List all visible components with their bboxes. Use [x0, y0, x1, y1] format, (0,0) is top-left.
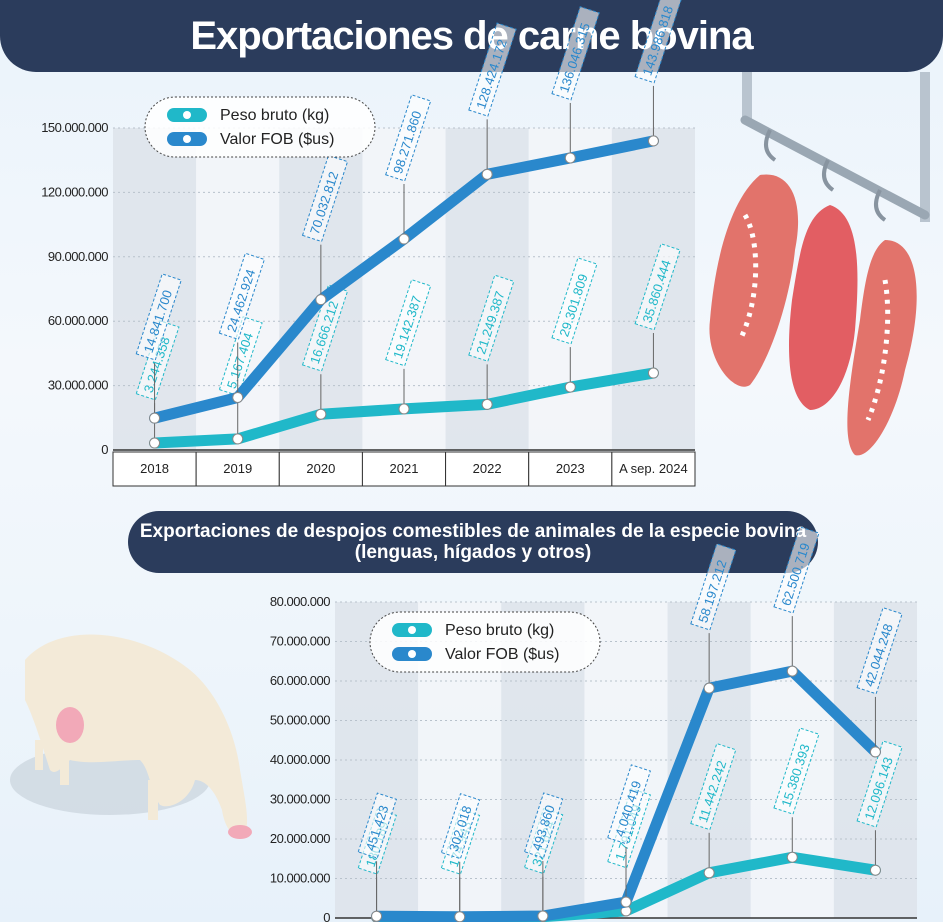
chart-2-point [620, 896, 632, 908]
chart-2-point [371, 910, 383, 922]
chart-2-data-label-box [856, 740, 903, 828]
chart-1-data-label-box [468, 22, 517, 117]
subtitle-banner: Exportaciones de despojos comestibles de… [128, 511, 818, 573]
chart-1-category-cell [528, 451, 613, 487]
chart-1-category-cell [195, 451, 280, 487]
chart-1-point [481, 168, 493, 180]
chart-2-y-tick-label: 80.000.000 [270, 594, 330, 609]
chart-1-legend-box [144, 96, 376, 158]
chart-1-category-cell [112, 451, 197, 487]
chart-1-category-cell [611, 451, 696, 487]
chart-1-point [149, 437, 161, 449]
chart-1-data-label-box [135, 320, 180, 401]
cow-illustration [10, 634, 252, 839]
chart-1-data-label-group: 136.046.315 [551, 6, 600, 101]
chart-1-y-tick-label: 150.000.000 [41, 120, 108, 135]
chart-1-category-label: 2022 [473, 461, 502, 476]
chart-1-point [315, 408, 327, 420]
chart-2-point [454, 911, 466, 922]
chart-1-point [647, 367, 659, 379]
chart-1-category-label: 2023 [556, 461, 585, 476]
chart-1-legend-label: Valor FOB ($us) [220, 131, 334, 148]
chart-2-point [703, 682, 715, 694]
chart-1-category-label: 2018 [140, 461, 169, 476]
chart-2-point [786, 665, 798, 677]
chart-2-data-label: 62.500.719 [778, 541, 812, 608]
chart-1-data-label-box [468, 274, 515, 362]
chart-2-data-label-box [523, 792, 564, 859]
chart-2-data-label-box [357, 792, 398, 859]
chart-1-data-label-box [551, 257, 598, 345]
chart-1-category-label: 2019 [223, 461, 252, 476]
chart-2-data-label-box [690, 742, 737, 831]
chart-2-data-label-box [773, 526, 820, 614]
chart-1-point [398, 233, 410, 245]
chart-1-y-tick-label: 120.000.000 [41, 184, 108, 199]
chart-1-point [647, 135, 659, 147]
chart-1-point [232, 391, 244, 403]
chart-2-y-tick-label: 70.000.000 [270, 634, 330, 649]
chart-2-legend-swatch-dot [408, 626, 416, 634]
chart-1-data-label-box [218, 316, 263, 397]
chart-2-y-tick-label: 30.000.000 [270, 792, 330, 807]
meat-hooks-illustration [709, 72, 930, 456]
chart-2-data-label-box [690, 543, 737, 631]
chart-1-y-tick-label: 60.000.000 [48, 313, 108, 328]
chart-1-point [564, 152, 576, 164]
chart-1-data-label-box [218, 252, 266, 340]
chart-2-point [537, 910, 549, 922]
chart-1-point [149, 412, 161, 424]
chart-1-data-label-box [301, 284, 349, 372]
chart-1-point [232, 433, 244, 445]
chart-2-point [786, 851, 798, 863]
chart-1-data-label-box [634, 0, 684, 84]
chart-1-point [315, 294, 327, 306]
chart-1-data-label-group: 143.986.818 [634, 0, 684, 84]
chart-2-point [869, 864, 881, 876]
chart-1-data-label-group: 128.424.172 [468, 22, 517, 117]
chart-2-title: Exportaciones de despojos comestibles de… [139, 521, 807, 563]
chart-2-data-label-group: 62.500.719 [773, 526, 820, 614]
chart-1-y-tick-label: 30.000.000 [48, 378, 108, 393]
chart-1-category-label: A sep. 2024 [619, 461, 688, 476]
chart-1-data-label-box [135, 273, 182, 361]
chart-2-data-label-box [607, 764, 652, 845]
chart-1-category-cell [445, 451, 530, 487]
chart-2-point [869, 746, 881, 758]
chart-2-data-label-box [440, 793, 481, 860]
chart-2-legend-box [369, 611, 601, 673]
chart-2-legend-swatch-dot [408, 650, 416, 658]
chart-2-legend-label: Peso bruto (kg) [445, 622, 554, 639]
chart-2-y-tick-label: 10.000.000 [270, 871, 330, 886]
chart-1-data-label-box [634, 243, 681, 331]
chart-2-point [703, 867, 715, 879]
chart-2-data-label-box [856, 607, 903, 695]
chart-2-y-tick-label: 40.000.000 [270, 752, 330, 767]
chart-1-data-label-box [385, 279, 432, 367]
chart-1-legend-swatch-dot [183, 111, 191, 119]
chart-1-point [398, 403, 410, 415]
chart-1-category-label: 2020 [306, 461, 335, 476]
chart-2-legend-label: Valor FOB ($us) [445, 646, 559, 663]
chart-2-y-tick-label: 50.000.000 [270, 713, 330, 728]
chart-1-point [564, 381, 576, 393]
chart-1-legend-label: Peso bruto (kg) [220, 107, 329, 124]
chart-1-legend-swatch-dot [183, 135, 191, 143]
chart-1-category-cell [361, 451, 447, 487]
chart-1-category-label: 2021 [390, 461, 419, 476]
chart-2-y-tick-label: 60.000.000 [270, 673, 330, 688]
chart-1-category-cell [278, 451, 363, 487]
chart-2-y-tick-label: 0 [323, 910, 330, 922]
chart-1-point [481, 398, 493, 410]
chart-2-y-tick-label: 20.000.000 [270, 831, 330, 846]
chart-1-y-tick-label: 90.000.000 [48, 249, 108, 264]
chart-1-data-label-box [551, 6, 600, 101]
chart-2-data-label-box [773, 727, 820, 815]
chart-2-data-label-group: 302.018 [440, 793, 481, 860]
chart-1-y-tick-label: 0 [101, 442, 108, 457]
